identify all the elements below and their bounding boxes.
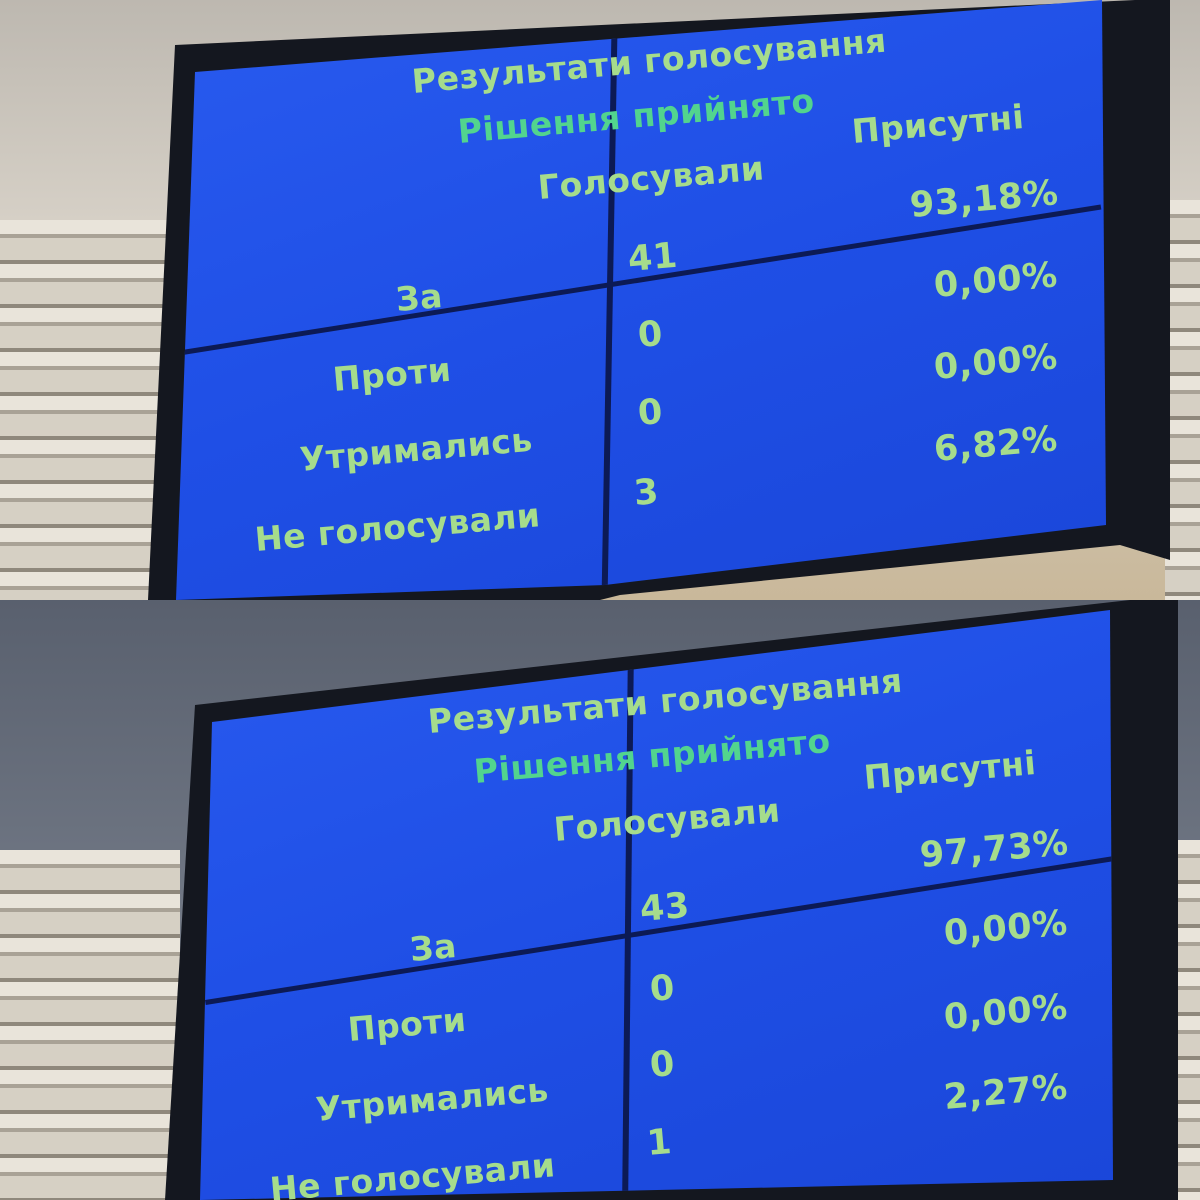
count-for: 43 [638, 885, 692, 930]
grid-divider [622, 640, 634, 1200]
photo-top: Результати голосування Рішення прийнято … [0, 0, 1200, 600]
wall-molding [0, 220, 180, 600]
wall-molding [0, 850, 180, 1200]
wall-molding [1165, 200, 1200, 600]
wall-molding [1175, 840, 1200, 1200]
count-not-voted: 1 [645, 1121, 674, 1164]
photo-bottom: Результати голосування Рішення прийнято … [0, 600, 1200, 1200]
count-abstained: 0 [636, 391, 665, 434]
count-not-voted: 3 [632, 471, 661, 514]
count-for: 41 [626, 235, 680, 280]
count-against: 0 [648, 967, 677, 1010]
voting-screen [200, 610, 1113, 1200]
count-against: 0 [636, 313, 665, 356]
grid-divider [601, 0, 618, 600]
voting-screen [176, 0, 1106, 600]
label-for: За [408, 926, 459, 969]
label-for: За [394, 276, 445, 319]
count-abstained: 0 [648, 1043, 677, 1086]
